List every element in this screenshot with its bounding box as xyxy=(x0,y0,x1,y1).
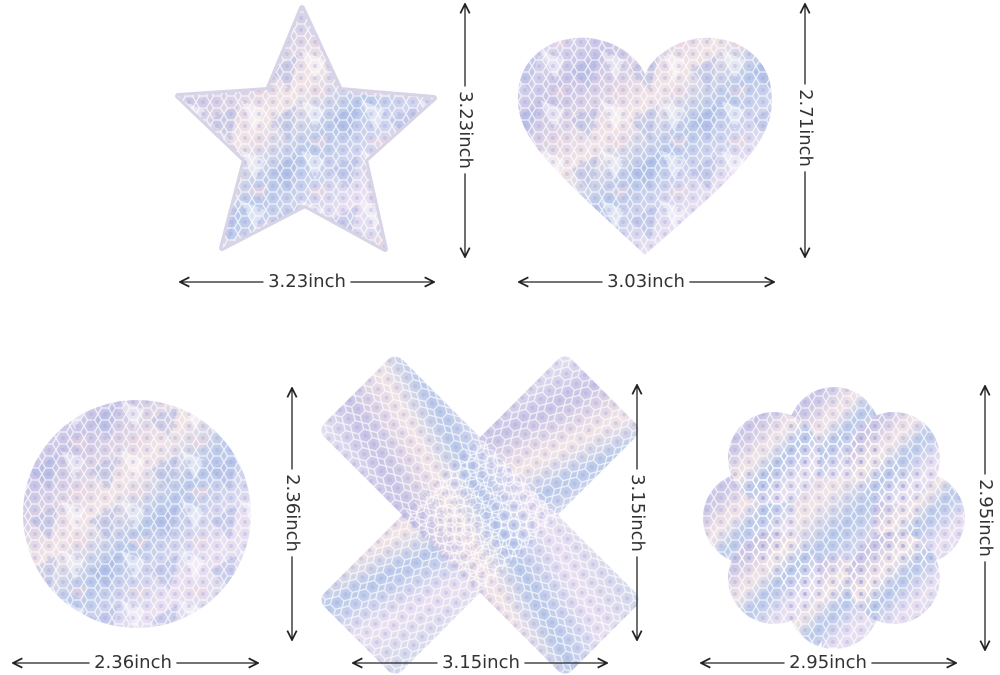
height-label: 2.71inch xyxy=(795,89,816,167)
heart-shape xyxy=(517,37,772,255)
width-label: 3.03inch xyxy=(607,271,685,292)
star-shape xyxy=(175,5,437,252)
circle-shape xyxy=(23,400,251,628)
width-label: 3.23inch xyxy=(268,271,346,292)
flower-shape xyxy=(703,387,965,649)
cross-shape xyxy=(321,356,639,674)
height-label: 2.95inch xyxy=(975,479,996,557)
width-label: 2.95inch xyxy=(789,652,867,673)
height-label: 3.15inch xyxy=(627,474,648,552)
height-label: 2.36inch xyxy=(282,474,303,552)
width-label: 3.15inch xyxy=(442,652,520,673)
height-label: 3.23inch xyxy=(455,91,476,169)
width-label: 2.36inch xyxy=(94,652,172,673)
